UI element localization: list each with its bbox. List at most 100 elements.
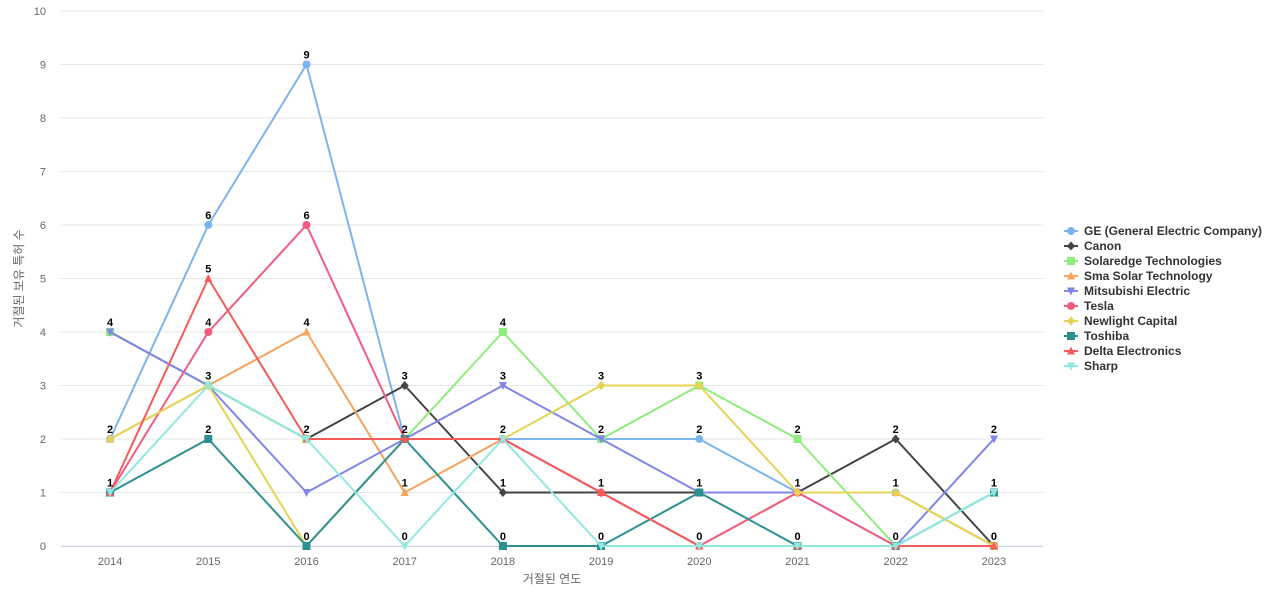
legend-item[interactable]: Solaredge Technologies: [1064, 254, 1222, 268]
y-tick-label: 7: [40, 167, 46, 179]
data-point[interactable]: [302, 327, 311, 336]
data-point[interactable]: [498, 328, 507, 336]
data-label: 1: [794, 478, 800, 490]
data-label: 9: [303, 50, 309, 62]
data-point[interactable]: [989, 489, 998, 497]
data-point[interactable]: [302, 221, 311, 229]
legend-item[interactable]: Sharp: [1064, 359, 1118, 373]
data-point[interactable]: [891, 542, 900, 551]
legend-marker[interactable]: [1067, 241, 1075, 251]
legend-item[interactable]: GE (General Electric Company): [1064, 224, 1262, 238]
legend-item[interactable]: Mitsubishi Electric: [1064, 284, 1190, 298]
data-label: 1: [500, 478, 506, 490]
data-point[interactable]: [695, 542, 704, 551]
data-point[interactable]: [891, 488, 900, 497]
legend-item[interactable]: Sma Solar Technology: [1064, 269, 1213, 283]
data-point[interactable]: [400, 381, 409, 390]
legend-label: Tesla: [1084, 299, 1114, 313]
grid-lines: [61, 10, 1043, 547]
data-label: 3: [500, 371, 506, 383]
data-label: 2: [402, 424, 408, 436]
data-point[interactable]: [695, 435, 704, 443]
data-point[interactable]: [106, 434, 115, 444]
data-point[interactable]: [400, 488, 409, 496]
data-labels: 4 2 1 6 5 4 3 2 9 6 4 2 0 3 2 1 0 4 3 2 1 0 3 2 1 0 3 2 1 0 2 1 0 2 1 0 2 1 0: [107, 50, 997, 544]
legend-item[interactable]: Tesla: [1064, 299, 1114, 313]
legend-marker[interactable]: [1067, 346, 1075, 355]
data-point[interactable]: [597, 435, 606, 444]
data-point[interactable]: [204, 435, 213, 443]
data-label: 2: [107, 424, 113, 436]
data-label: 1: [991, 478, 997, 490]
legend-item[interactable]: Toshiba: [1064, 329, 1129, 343]
legend-item[interactable]: Canon: [1064, 239, 1121, 253]
legend-label: Delta Electronics: [1084, 344, 1182, 358]
series-line[interactable]: [109, 63, 995, 547]
y-tick-label: 3: [40, 381, 46, 393]
data-label: 2: [303, 424, 309, 436]
x-tick-label: 2016: [294, 556, 318, 568]
data-point[interactable]: [597, 488, 606, 496]
data-label: 6: [303, 210, 309, 222]
legend-item[interactable]: Delta Electronics: [1064, 344, 1182, 358]
data-point[interactable]: [204, 328, 213, 336]
data-point[interactable]: [695, 488, 704, 497]
data-label: 4: [500, 317, 507, 329]
data-point[interactable]: [400, 542, 409, 551]
legend-item[interactable]: Newlight Capital: [1064, 314, 1177, 328]
data-point[interactable]: [597, 542, 606, 551]
data-label: 0: [893, 531, 899, 543]
y-tick-label: 4: [40, 327, 46, 339]
data-point[interactable]: [498, 435, 507, 444]
data-point[interactable]: [498, 488, 507, 497]
legend-label: GE (General Electric Company): [1084, 224, 1262, 238]
data-point[interactable]: [989, 435, 998, 444]
legend-marker[interactable]: [1067, 257, 1075, 265]
data-point[interactable]: [302, 542, 311, 550]
x-tick-label: 2017: [392, 556, 416, 568]
data-point[interactable]: [891, 434, 900, 444]
data-point[interactable]: [793, 542, 802, 551]
x-tick-label: 2014: [98, 556, 122, 568]
legend-marker[interactable]: [1067, 362, 1075, 371]
data-point[interactable]: [302, 435, 311, 444]
data-point[interactable]: [106, 328, 115, 337]
data-label: 1: [893, 478, 899, 490]
legend-marker[interactable]: [1067, 316, 1075, 326]
data-point[interactable]: [498, 382, 507, 390]
data-point[interactable]: [204, 274, 213, 282]
legend-label: Mitsubishi Electric: [1084, 284, 1190, 298]
legend-marker[interactable]: [1067, 287, 1075, 296]
series-line[interactable]: [109, 384, 995, 547]
data-point[interactable]: [793, 435, 802, 443]
data-point[interactable]: [302, 60, 311, 69]
data-label: 2: [893, 424, 899, 436]
data-point[interactable]: [302, 489, 311, 497]
series-line[interactable]: [109, 384, 995, 547]
y-axis: 0 1 2 3 4 5 6 7 8 9 10: [34, 6, 46, 553]
legend-label: Canon: [1084, 239, 1121, 253]
legend-marker[interactable]: [1067, 302, 1075, 310]
data-label: 4: [303, 317, 310, 329]
data-point[interactable]: [400, 434, 409, 443]
data-point[interactable]: [204, 221, 213, 229]
data-point[interactable]: [204, 382, 213, 390]
data-point[interactable]: [989, 541, 998, 550]
legend-marker[interactable]: [1067, 332, 1075, 340]
data-point[interactable]: [597, 381, 606, 390]
data-label: 3: [402, 371, 408, 383]
data-point[interactable]: [106, 489, 115, 497]
data-point[interactable]: [695, 381, 704, 390]
data-label: 4: [107, 317, 114, 329]
data-point[interactable]: [498, 542, 507, 550]
data-label: 0: [303, 531, 309, 543]
series-9: [106, 382, 998, 551]
data-label: 3: [696, 371, 702, 383]
data-point[interactable]: [793, 488, 802, 497]
x-tick-label: 2019: [589, 556, 613, 568]
legend-marker[interactable]: [1067, 271, 1075, 280]
data-label: 3: [598, 371, 604, 383]
y-axis-title: 거절된 보유 특허 수: [12, 229, 26, 327]
legend-marker[interactable]: [1067, 227, 1075, 235]
